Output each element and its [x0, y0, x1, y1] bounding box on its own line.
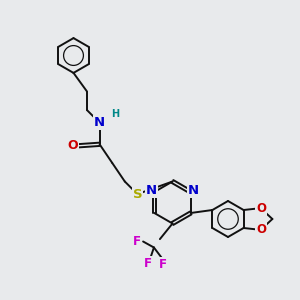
Text: F: F — [159, 257, 167, 271]
Text: N: N — [146, 184, 157, 197]
Text: O: O — [256, 223, 266, 236]
Text: O: O — [67, 139, 78, 152]
Text: F: F — [144, 256, 152, 270]
Text: N: N — [94, 116, 105, 129]
Text: H: H — [111, 109, 119, 119]
Text: N: N — [188, 184, 199, 197]
Text: F: F — [133, 235, 140, 248]
Text: S: S — [133, 188, 142, 201]
Text: O: O — [256, 202, 266, 215]
